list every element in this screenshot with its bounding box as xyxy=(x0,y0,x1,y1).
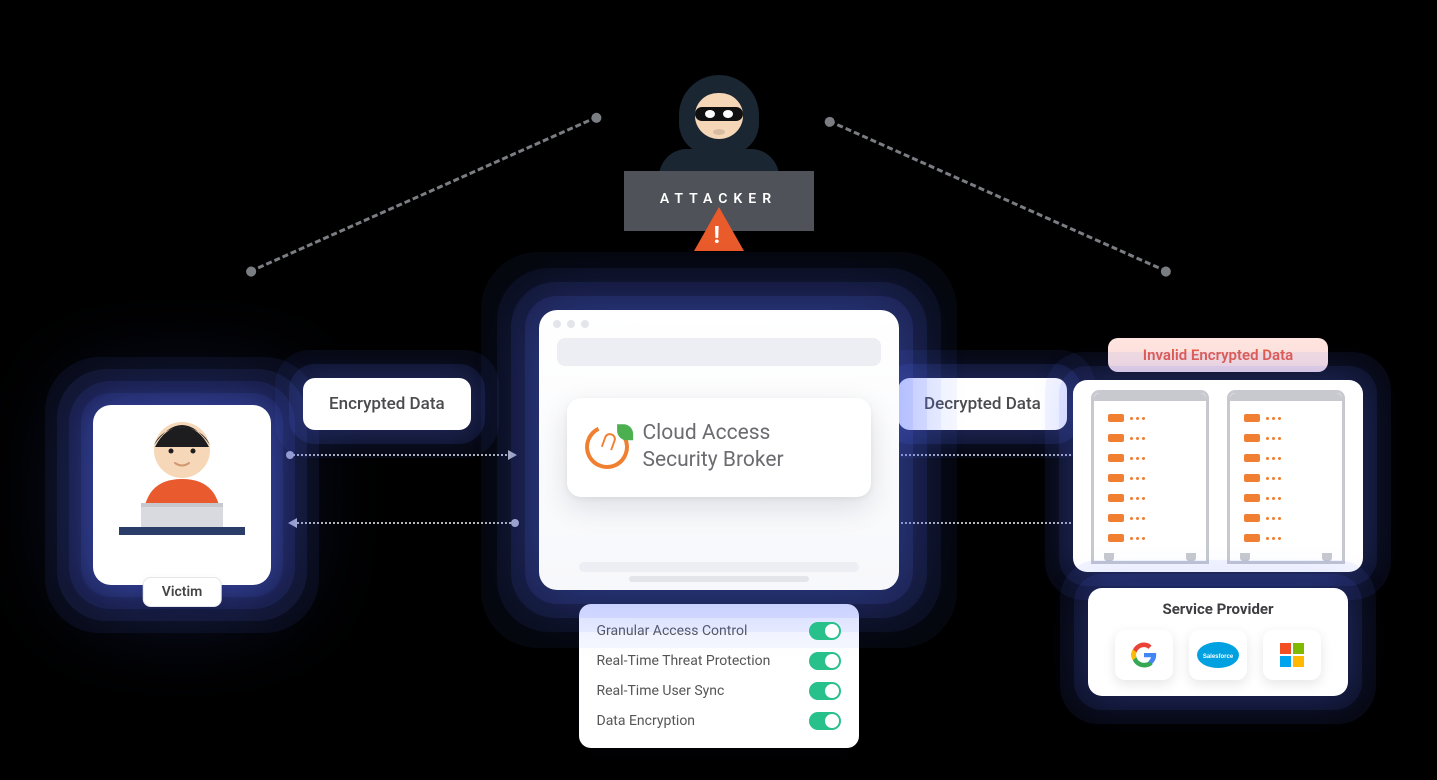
broker-logo-icon xyxy=(578,419,634,475)
feature-label: Real-Time Threat Protection xyxy=(597,653,771,669)
broker-card: Cloud Access Security Broker xyxy=(567,398,871,497)
toggle-icon xyxy=(809,652,841,670)
flow-broker-to-sp xyxy=(870,454,1095,456)
victim-label: Victim xyxy=(143,577,222,607)
feature-label: Data Encryption xyxy=(597,713,696,729)
warning-icon xyxy=(694,207,744,251)
service-provider-title: Service Provider xyxy=(1102,600,1334,618)
broker-title-line2: Security Broker xyxy=(643,447,784,474)
feature-row: Real-Time User Sync xyxy=(597,676,841,706)
provider-microsoft-icon xyxy=(1263,630,1321,680)
svg-text:Salesforce: Salesforce xyxy=(1203,654,1234,660)
toggle-icon xyxy=(809,682,841,700)
decrypted-data-label: Decrypted Data xyxy=(898,378,1067,430)
toggle-icon xyxy=(809,712,841,730)
server-rack xyxy=(1227,390,1345,564)
broker-title-line1: Cloud Access xyxy=(643,420,784,447)
attack-line-right xyxy=(828,120,1167,273)
feature-row: Granular Access Control xyxy=(597,616,841,646)
attack-line-left xyxy=(249,116,597,273)
broker-features-panel: Granular Access Control Real-Time Threat… xyxy=(579,604,859,748)
feature-row: Real-Time Threat Protection xyxy=(597,646,841,676)
service-provider-node: Invalid Encrypted Data Service Provider xyxy=(1073,338,1363,696)
encrypted-data-label: Encrypted Data xyxy=(303,378,471,430)
flow-sp-to-broker xyxy=(870,522,1095,524)
broker-node: Cloud Access Security Broker Granular Ac… xyxy=(539,310,899,748)
provider-google-icon xyxy=(1115,630,1173,680)
flow-broker-to-victim xyxy=(290,522,515,524)
server-rack xyxy=(1091,390,1209,564)
flow-victim-to-broker xyxy=(290,454,515,456)
feature-label: Real-Time User Sync xyxy=(597,683,725,699)
toggle-icon xyxy=(809,622,841,640)
victim-icon xyxy=(93,405,271,545)
server-racks xyxy=(1073,380,1363,572)
feature-row: Data Encryption xyxy=(597,706,841,736)
invalid-data-badge: Invalid Encrypted Data xyxy=(1108,338,1328,372)
attacker-icon xyxy=(679,75,759,155)
feature-label: Granular Access Control xyxy=(597,623,748,639)
provider-salesforce-icon: Salesforce xyxy=(1189,630,1247,680)
service-provider-card: Service Provider Salesforce xyxy=(1088,588,1348,696)
victim-node: Victim xyxy=(93,405,271,585)
attacker-node: ATTACKER xyxy=(624,75,814,251)
